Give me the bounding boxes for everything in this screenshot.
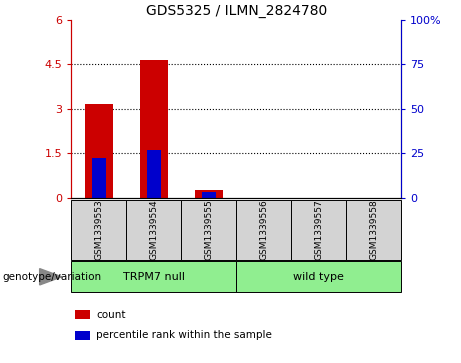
Text: GSM1339558: GSM1339558 [369, 199, 378, 260]
Bar [202, 192, 216, 198]
Text: GSM1339556: GSM1339556 [259, 199, 268, 260]
Bar [75, 331, 89, 340]
Text: GSM1339557: GSM1339557 [314, 199, 323, 260]
Text: GSM1339554: GSM1339554 [149, 199, 159, 260]
Bar [236, 200, 291, 260]
Bar [92, 158, 106, 198]
Bar [147, 150, 161, 198]
Bar [140, 60, 168, 198]
Polygon shape [40, 269, 62, 285]
Bar [346, 200, 401, 260]
Bar [71, 261, 236, 292]
Bar [236, 261, 401, 292]
Bar [71, 200, 126, 260]
Bar [195, 189, 223, 198]
Bar [75, 310, 89, 319]
Text: TRPM7 null: TRPM7 null [123, 272, 185, 282]
Bar [126, 200, 181, 260]
Bar [291, 200, 346, 260]
Text: percentile rank within the sample: percentile rank within the sample [96, 330, 272, 340]
Text: GSM1339553: GSM1339553 [95, 199, 103, 260]
Bar [181, 200, 236, 260]
Text: genotype/variation: genotype/variation [2, 272, 101, 282]
Text: count: count [96, 310, 126, 319]
Text: wild type: wild type [293, 272, 344, 282]
Title: GDS5325 / ILMN_2824780: GDS5325 / ILMN_2824780 [146, 4, 327, 17]
Text: GSM1339555: GSM1339555 [204, 199, 213, 260]
Bar [85, 105, 112, 198]
